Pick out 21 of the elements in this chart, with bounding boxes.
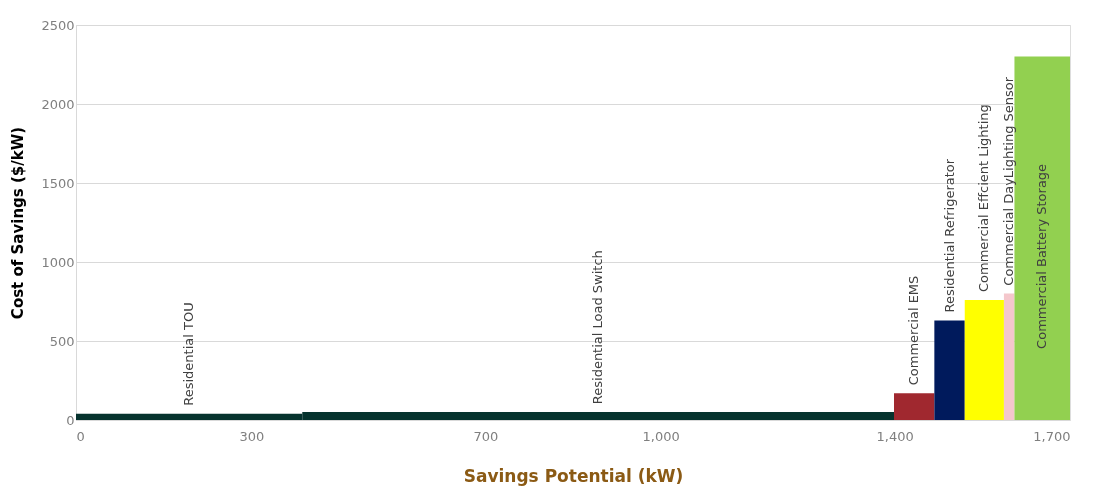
x-tick-label: 1,700 <box>1033 428 1071 444</box>
series-label: Commercial Battery Storage <box>1034 163 1050 349</box>
y-axis-title: Cost of Savings ($/kW) <box>9 126 28 320</box>
y-tick-label: 1500 <box>41 175 75 191</box>
y-tick-label: 500 <box>49 333 75 349</box>
text: Residential TOU <box>181 302 197 406</box>
x-tick-label: 700 <box>473 428 499 444</box>
x-tick-label: 300 <box>239 428 265 444</box>
text: Commercial Effcient Lighting <box>976 104 992 293</box>
text: Commercial DayLighting Sensor <box>1001 76 1017 286</box>
x-axis-title: Savings Potential (kW) <box>463 465 684 486</box>
y-tick-label: 2000 <box>41 96 75 112</box>
y-tick-label: 0 <box>66 412 75 428</box>
y-tick-label: 2500 <box>41 17 75 33</box>
text: Commercial EMS <box>906 275 922 386</box>
y-tick-label: 1000 <box>41 254 75 270</box>
text: Residential Refrigerator <box>941 158 957 313</box>
x-tick-label: 1,400 <box>876 428 914 444</box>
x-tick-label: 0 <box>76 428 85 444</box>
x-tick-label: 1,000 <box>642 428 680 444</box>
text: Residential Load Switch <box>590 250 606 405</box>
